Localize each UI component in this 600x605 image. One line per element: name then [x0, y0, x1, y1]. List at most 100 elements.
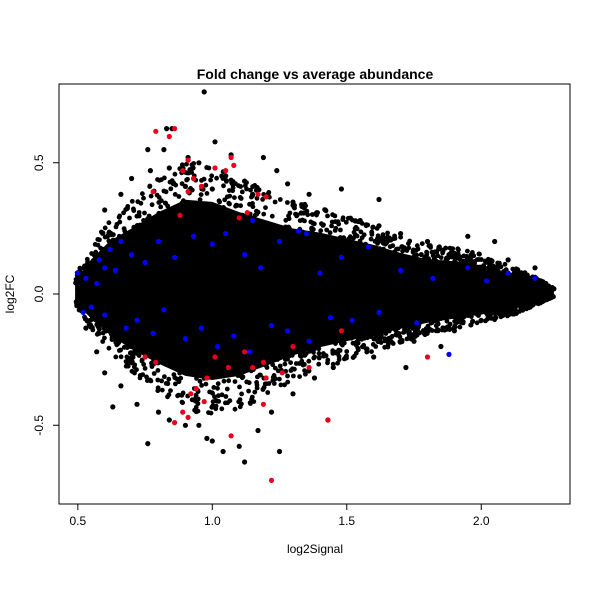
scatter-point — [443, 245, 448, 251]
scatter-point — [189, 397, 195, 403]
scatter-point — [285, 200, 290, 205]
scatter-point — [336, 357, 342, 362]
scatter-point — [382, 336, 388, 341]
scatter-point — [316, 351, 322, 356]
scatter-point — [488, 310, 494, 316]
scatter-point — [232, 368, 238, 373]
scatter-point — [260, 197, 265, 202]
scatter-point — [217, 199, 223, 205]
scatter-point — [368, 236, 374, 242]
scatter-point — [194, 202, 200, 207]
scatter-point — [198, 192, 204, 198]
scatter-point — [131, 208, 137, 214]
scatter-point — [428, 243, 433, 249]
scatter-point — [130, 354, 136, 360]
scatter-point — [433, 259, 439, 265]
scatter-point — [402, 327, 407, 332]
scatter-point — [236, 215, 242, 221]
scatter-point — [250, 364, 256, 371]
scatter-point — [246, 388, 252, 394]
scatter-point — [446, 351, 452, 357]
scatter-point — [510, 266, 516, 272]
scatter-point — [159, 387, 165, 393]
scatter-point — [290, 366, 295, 372]
scatter-point — [290, 199, 296, 205]
scatter-point — [338, 227, 343, 233]
scatter-point — [243, 364, 248, 370]
scatter-point — [238, 196, 244, 201]
scatter-point — [172, 420, 178, 426]
scatter-point — [278, 382, 284, 388]
scatter-point — [224, 178, 229, 184]
scatter-point — [168, 186, 174, 192]
scatter-point — [495, 267, 500, 273]
scatter-point — [100, 246, 106, 252]
scatter-point — [155, 377, 161, 383]
scatter-point — [263, 194, 269, 200]
scatter-point — [243, 368, 248, 373]
scatter-point — [314, 210, 320, 215]
scatter-point — [255, 354, 260, 360]
scatter-point — [302, 345, 308, 351]
scatter-point — [259, 219, 265, 225]
scatter-point — [106, 238, 112, 244]
scatter-point — [297, 350, 303, 356]
scatter-point — [96, 252, 102, 258]
scatter-point — [372, 331, 377, 336]
scatter-point — [321, 351, 326, 356]
scatter-point — [370, 225, 376, 230]
scatter-point — [352, 218, 358, 224]
scatter-point — [478, 317, 484, 323]
scatter-point — [177, 370, 183, 376]
scatter-point — [231, 162, 237, 168]
scatter-point — [94, 349, 100, 355]
scatter-point — [422, 332, 428, 338]
scatter-point — [330, 351, 336, 356]
scatter-point — [219, 392, 225, 398]
scatter-point — [224, 386, 230, 392]
scatter-point — [299, 202, 304, 207]
scatter-point — [336, 221, 342, 227]
scatter-point — [145, 441, 151, 447]
scatter-point — [236, 183, 241, 189]
scatter-point — [306, 358, 312, 364]
scatter-point — [223, 231, 229, 237]
scatter-point — [111, 335, 117, 341]
scatter-point — [484, 278, 490, 284]
scatter-point — [232, 195, 237, 201]
scatter-point — [184, 161, 189, 167]
scatter-point — [296, 346, 302, 351]
scatter-point — [77, 280, 84, 287]
scatter-point — [279, 232, 285, 238]
scatter-point — [536, 278, 541, 284]
scatter-point — [303, 371, 308, 377]
scatter-point — [113, 224, 119, 230]
scatter-point — [94, 280, 100, 287]
scatter-point — [102, 327, 107, 332]
scatter-point — [215, 343, 221, 350]
scatter-point — [142, 220, 148, 226]
scatter-point — [439, 327, 445, 333]
scatter-point — [291, 373, 296, 379]
scatter-point — [260, 154, 266, 161]
scatter-point — [238, 373, 243, 379]
scatter-point — [178, 367, 183, 372]
scatter-point — [429, 328, 435, 333]
scatter-point — [297, 374, 302, 379]
scatter-point — [302, 368, 307, 373]
scatter-point — [326, 241, 332, 247]
scatter-point — [129, 229, 135, 234]
scatter-point — [465, 233, 471, 239]
scatter-point — [179, 399, 185, 405]
scatter-point — [252, 389, 258, 395]
scatter-point — [338, 254, 344, 260]
scatter-point — [162, 374, 167, 380]
scatter-point — [203, 381, 209, 387]
scatter-point — [140, 372, 146, 377]
scatter-point — [329, 223, 334, 229]
scatter-point — [460, 319, 466, 325]
scatter-point — [514, 310, 519, 316]
scatter-point — [209, 438, 215, 444]
scatter-point — [337, 235, 343, 240]
scatter-point — [404, 336, 410, 342]
